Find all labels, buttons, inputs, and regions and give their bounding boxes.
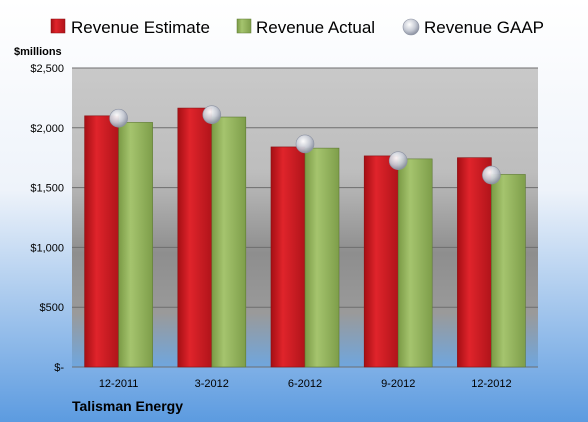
bars — [84, 107, 526, 368]
legend-label-estimate: Revenue Estimate — [71, 18, 210, 37]
bar-revenue-estimate — [363, 155, 399, 368]
x-tick-label: 12-2012 — [471, 378, 511, 390]
bar-revenue-actual — [397, 158, 433, 368]
legend-swatch-gaap — [402, 18, 420, 36]
bar-revenue-estimate — [270, 146, 306, 368]
y-axis-label: $millions — [14, 46, 62, 58]
bar-revenue-actual — [118, 122, 153, 368]
bar-revenue-actual — [491, 174, 526, 368]
x-tick-label: 6-2012 — [288, 378, 322, 390]
y-tick-label: $- — [54, 362, 64, 374]
gaap-points — [109, 105, 501, 185]
y-tick-label: $1,500 — [30, 183, 64, 195]
y-tick-label: $2,500 — [30, 63, 64, 75]
point-revenue-gaap — [482, 165, 501, 185]
point-revenue-gaap — [295, 134, 315, 154]
legend-swatch-actual — [236, 18, 252, 34]
legend: Revenue Estimate Revenue Actual Revenue … — [50, 18, 544, 37]
bar-revenue-actual — [304, 147, 340, 368]
bar-revenue-estimate — [84, 115, 119, 368]
company-name: Talisman Energy — [72, 398, 183, 414]
point-revenue-gaap — [109, 108, 128, 128]
x-tick-label: 3-2012 — [195, 378, 229, 390]
point-revenue-gaap — [388, 151, 408, 170]
bar-revenue-estimate — [457, 157, 492, 368]
legend-label-gaap: Revenue GAAP — [424, 18, 544, 37]
legend-label-actual: Revenue Actual — [256, 18, 375, 37]
x-tick-label: 12-2011 — [99, 378, 139, 390]
x-tick-label: 9-2012 — [381, 378, 415, 390]
legend-swatch-estimate — [50, 18, 66, 34]
y-tick-label: $500 — [40, 302, 64, 314]
x-axis-ticks: 12-2011 3-2012 6-2012 9-2012 12-2012 — [99, 378, 512, 390]
y-tick-label: $2,000 — [30, 123, 64, 135]
bar-revenue-estimate — [177, 107, 213, 368]
y-axis-ticks: $- $500 $1,000 $1,500 $2,000 $2,500 — [30, 63, 64, 374]
bar-revenue-actual — [211, 116, 247, 368]
y-tick-label: $1,000 — [30, 242, 64, 254]
point-revenue-gaap — [202, 105, 222, 124]
